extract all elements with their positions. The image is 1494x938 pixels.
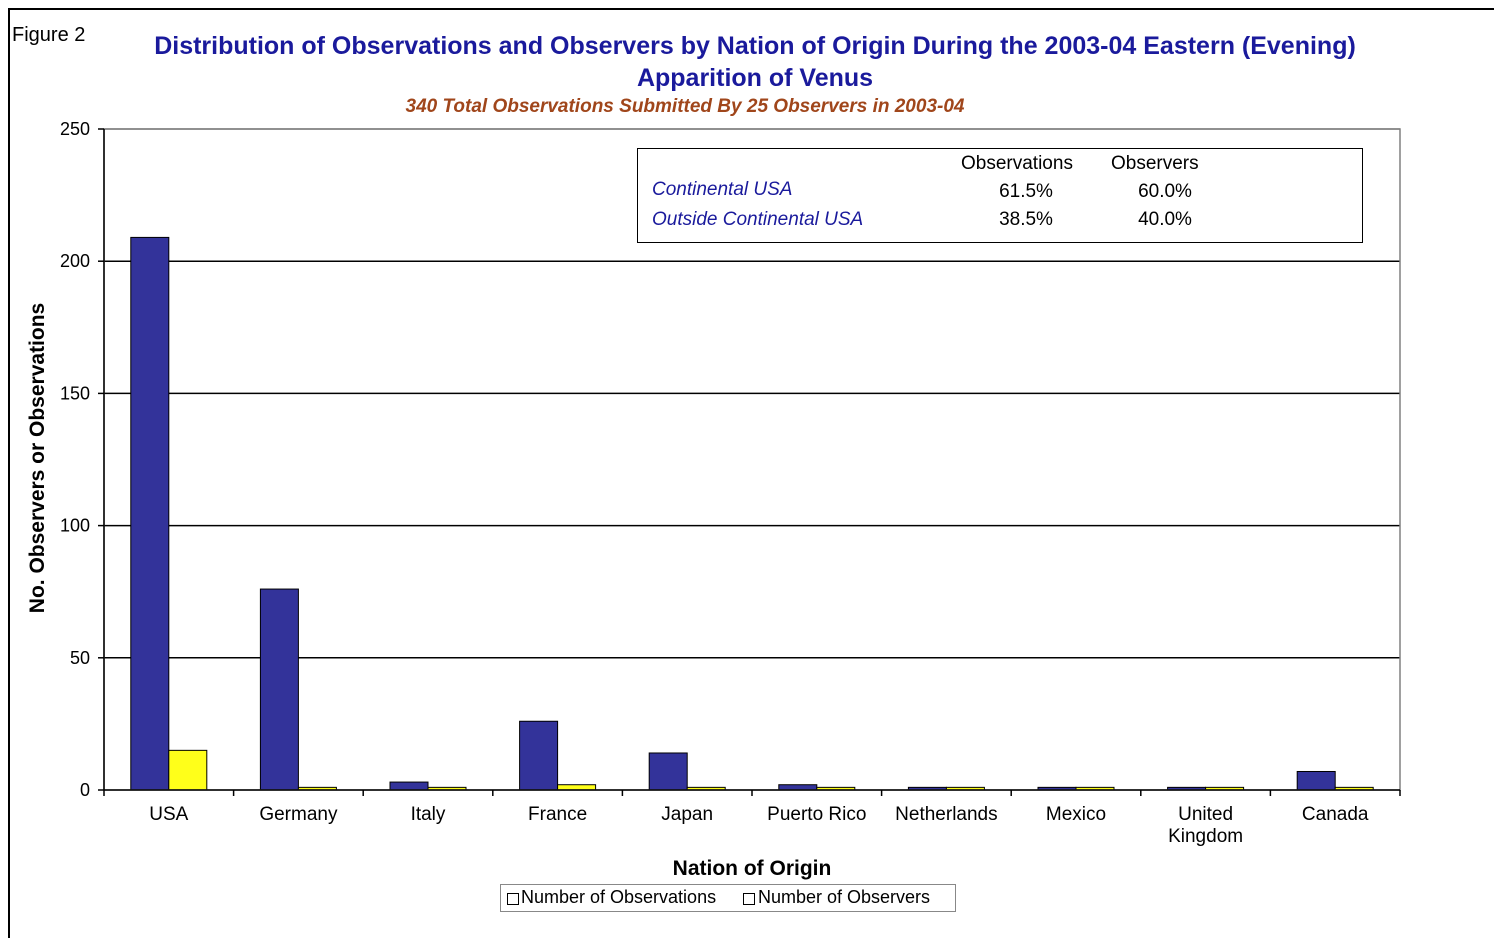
y-tick-labels: 0 50 100 150 200 250 — [60, 119, 90, 800]
legend-swatch-observers — [743, 893, 755, 905]
y-tick-label: 100 — [60, 516, 90, 536]
bar-observations — [519, 720, 559, 791]
bar-observations — [648, 752, 688, 791]
x-tick-label: Mexico — [1046, 804, 1106, 825]
y-tick-label: 50 — [70, 648, 90, 668]
inset-row-observers: 40.0% — [1138, 209, 1192, 230]
x-axis-title: Nation of Origin — [673, 857, 832, 880]
summary-table: Observations Observers Continental USA 6… — [637, 148, 1363, 243]
bar-observers — [168, 749, 208, 791]
chart-subtitle: 340 Total Observations Submitted By 25 O… — [405, 96, 965, 117]
inset-row-label: Continental USA — [652, 179, 793, 200]
x-tick-label: France — [528, 804, 587, 825]
bar-observations — [389, 781, 429, 791]
legend-label-observers: Number of Observers — [758, 887, 931, 907]
y-tick-label: 250 — [60, 119, 90, 139]
x-tick-label: Italy — [411, 804, 446, 825]
x-tick-label: Netherlands — [895, 804, 997, 825]
y-tick-label: 0 — [80, 780, 90, 800]
y-axis-title: No. Observers or Observations — [26, 303, 49, 613]
bar-observations — [778, 784, 818, 791]
x-tick-label: Germany — [259, 804, 338, 825]
x-tick-label: United Kingdom — [1168, 804, 1243, 847]
inset-row-observations: 61.5% — [999, 181, 1053, 202]
bars — [130, 236, 1374, 791]
x-tick-label: Puerto Rico — [767, 804, 866, 825]
bar-observations — [259, 588, 299, 791]
inset-header-observers: Observers — [1111, 153, 1199, 174]
x-tick-label: Canada — [1302, 804, 1369, 825]
bar-observations — [130, 236, 170, 791]
inset-row-observations: 38.5% — [999, 209, 1053, 230]
x-tick-label: Japan — [661, 804, 713, 825]
chart-title: Distribution of Observations and Observe… — [154, 32, 1356, 92]
y-tick-label: 150 — [60, 383, 90, 403]
figure-frame — [8, 8, 1494, 938]
legend-swatch-observations — [507, 893, 519, 905]
bar-observations — [1296, 770, 1336, 791]
legend: Number of Observations Number of Observe… — [500, 884, 956, 912]
legend-label-observations: Number of Observations — [521, 887, 717, 907]
x-tick-labels: USA Germany Italy France Japan Puerto Rico Net… — [149, 804, 1369, 847]
bar-observers — [557, 784, 597, 791]
inset-row-label: Outside Continental USA — [652, 209, 864, 230]
figure-label: Figure 2 — [12, 24, 86, 46]
y-tick-label: 200 — [60, 251, 90, 271]
axes — [98, 128, 1401, 796]
x-tick-label: USA — [149, 804, 188, 825]
inset-row-observers: 60.0% — [1138, 181, 1192, 202]
inset-header-observations: Observations — [961, 153, 1073, 174]
